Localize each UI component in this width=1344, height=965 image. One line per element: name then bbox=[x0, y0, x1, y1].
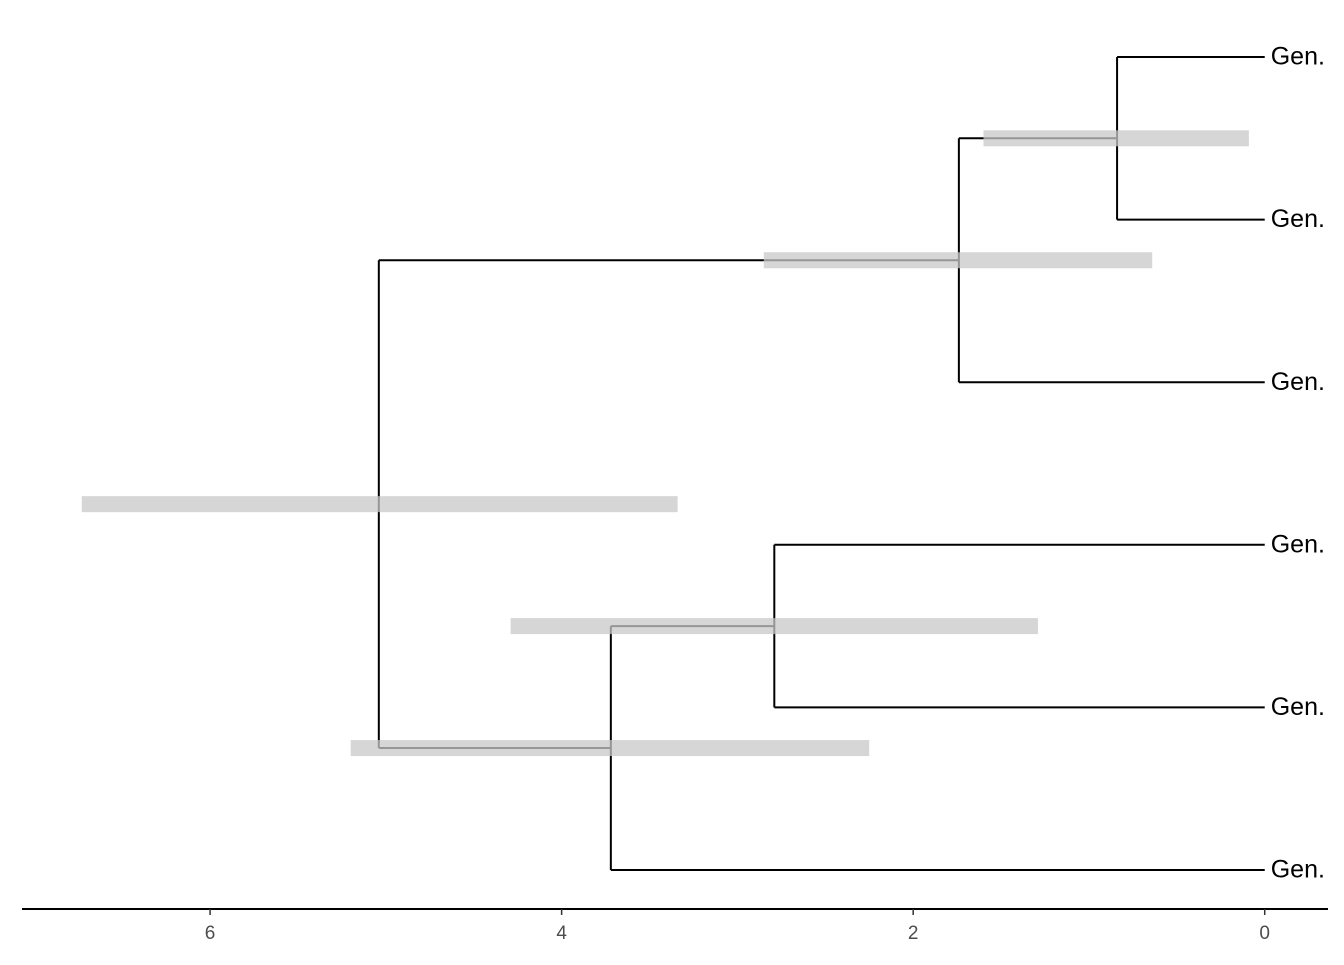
tip-label: Gen. bbox=[1271, 368, 1325, 396]
tip-label: Gen. bbox=[1271, 205, 1325, 233]
tip-label: Gen. bbox=[1271, 530, 1325, 558]
hpd-bar bbox=[350, 740, 870, 757]
hpd-bar bbox=[983, 130, 1249, 147]
x-tick-label: 4 bbox=[556, 923, 567, 944]
x-tick-label: 2 bbox=[908, 923, 919, 944]
hpd-bar bbox=[763, 252, 1153, 269]
tip-label: Gen. bbox=[1271, 693, 1325, 721]
hpd-bar bbox=[81, 496, 678, 513]
x-tick-label: 0 bbox=[1259, 923, 1270, 944]
hpd-bar bbox=[510, 618, 1038, 635]
tip-label: Gen. bbox=[1271, 856, 1325, 884]
x-tick-label: 6 bbox=[205, 923, 216, 944]
tip-label: Gen. bbox=[1271, 43, 1325, 71]
